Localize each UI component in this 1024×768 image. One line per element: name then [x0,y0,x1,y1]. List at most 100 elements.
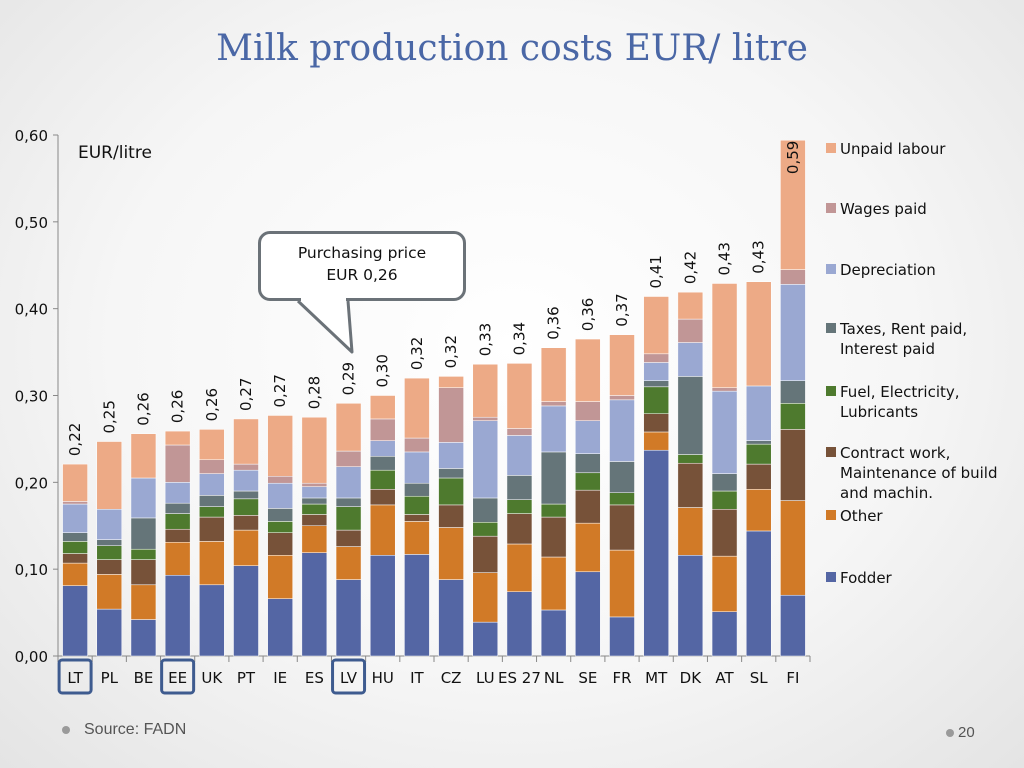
x-tick-label: ES 27 [498,669,541,687]
x-tick-label: MT [645,669,668,687]
y-tick-label: 0,60 [15,127,48,145]
bar-segment [643,386,669,414]
unit-label: EUR/litre [78,143,152,163]
bar-total-label: 0,42 [681,251,699,284]
bar-segment [62,503,88,533]
bar-segment [369,555,396,657]
legend-label: and machin. [840,484,933,502]
y-tick-label: 0,40 [15,301,48,319]
bar-segment [404,377,430,439]
bar-segment [780,429,806,501]
y-tick-label: 0,30 [15,388,48,406]
bar-segment [369,440,396,457]
bar-segment [575,571,601,657]
bar-segment [540,556,567,611]
bar-total-label: 0,43 [716,242,734,275]
bar-segment [780,269,806,285]
bar-segment [472,497,499,523]
bar-segment [164,541,191,576]
bar-segment [404,514,430,522]
bar-segment [96,441,123,510]
bar-segment [404,495,430,515]
bar-segment [711,283,738,388]
bar-segment [745,489,772,532]
bar-segment [472,621,499,657]
bar-segment [575,522,601,573]
bar-segment [711,387,738,392]
bar-segment [472,420,499,499]
bar-segment [643,362,669,381]
bar-segment [199,516,225,542]
bar-segment [745,463,772,490]
bullet-icon [62,725,70,734]
bar-segment [96,539,123,546]
x-tick-label: ES [305,669,324,687]
bar-segment [233,490,259,500]
bar-segment [643,449,669,657]
x-tick-label: DK [680,669,703,687]
bar-segment [130,477,157,519]
bar-total-label: 0,30 [374,354,392,387]
bar-segment [96,559,123,575]
bar-total-label: 0,33 [476,323,494,356]
bar-segment [164,513,191,530]
bar-segment [643,296,669,355]
bar-total-label: 0,34 [510,322,528,355]
bar-segment [745,385,772,441]
bar-segment [335,497,362,507]
bar-segment [438,504,464,528]
legend-label: Fodder [840,569,893,587]
y-tick-label: 0,50 [15,214,48,232]
bar-segment [62,585,88,657]
bar-segment [335,466,362,499]
bar-segment [233,515,259,531]
bar-segment [643,380,669,388]
x-tick-label: IE [273,669,287,687]
bar-segment [199,495,225,507]
x-tick-label: UK [201,669,223,687]
x-tick-label: PT [237,669,256,687]
x-tick-label: HU [372,669,394,687]
bar-segment [267,508,293,522]
bar-segment [540,405,567,453]
bar-segment [267,532,293,556]
slide-title: Milk production costs EUR/ litre [216,28,808,69]
bar-segment [301,416,328,484]
bar-segment [404,451,430,484]
bar-segment [130,517,157,550]
bar-segment [62,562,88,586]
bar-segment [745,443,772,465]
source-line: Source: FADN [62,721,186,739]
bar-segment [540,347,567,402]
callout-line-2: EUR 0,26 [326,266,398,284]
bar-segment [164,528,191,543]
page-number: 20 [946,724,975,741]
y-tick-label: 0,20 [15,474,48,492]
legend-swatch [826,264,836,274]
bar-segment [780,380,806,404]
bar-total-label: 0,32 [408,337,426,370]
bar-segment [540,451,567,505]
axes-layer: 0,00 0,10 0,20 0,30 0,40 0,50 0,60 [15,127,811,666]
bar-segment [233,565,259,657]
legend-swatch [826,323,836,333]
x-tick-label: NL [544,669,564,687]
bar-segment [643,431,669,451]
bar-segment [609,549,635,618]
source-text: Source: FADN [84,721,187,738]
legend-layer: Unpaid labour Wages paid Depreciation Taxes… [826,140,997,587]
bar-total-label: 0,22 [66,423,84,456]
bar-segment [404,482,430,497]
x-tick-label: LT [67,669,83,687]
bar-segment [267,415,293,477]
bar-segment [164,444,191,483]
bar-segment [438,442,464,469]
bar-segment [506,475,533,500]
bar-segment [575,420,601,454]
bar-segment [780,284,806,381]
highlight-box [160,658,196,695]
bar-segment [472,535,499,573]
bar-segment [369,418,396,441]
bar-segment [677,342,704,377]
x-tick-label: SL [750,669,769,687]
